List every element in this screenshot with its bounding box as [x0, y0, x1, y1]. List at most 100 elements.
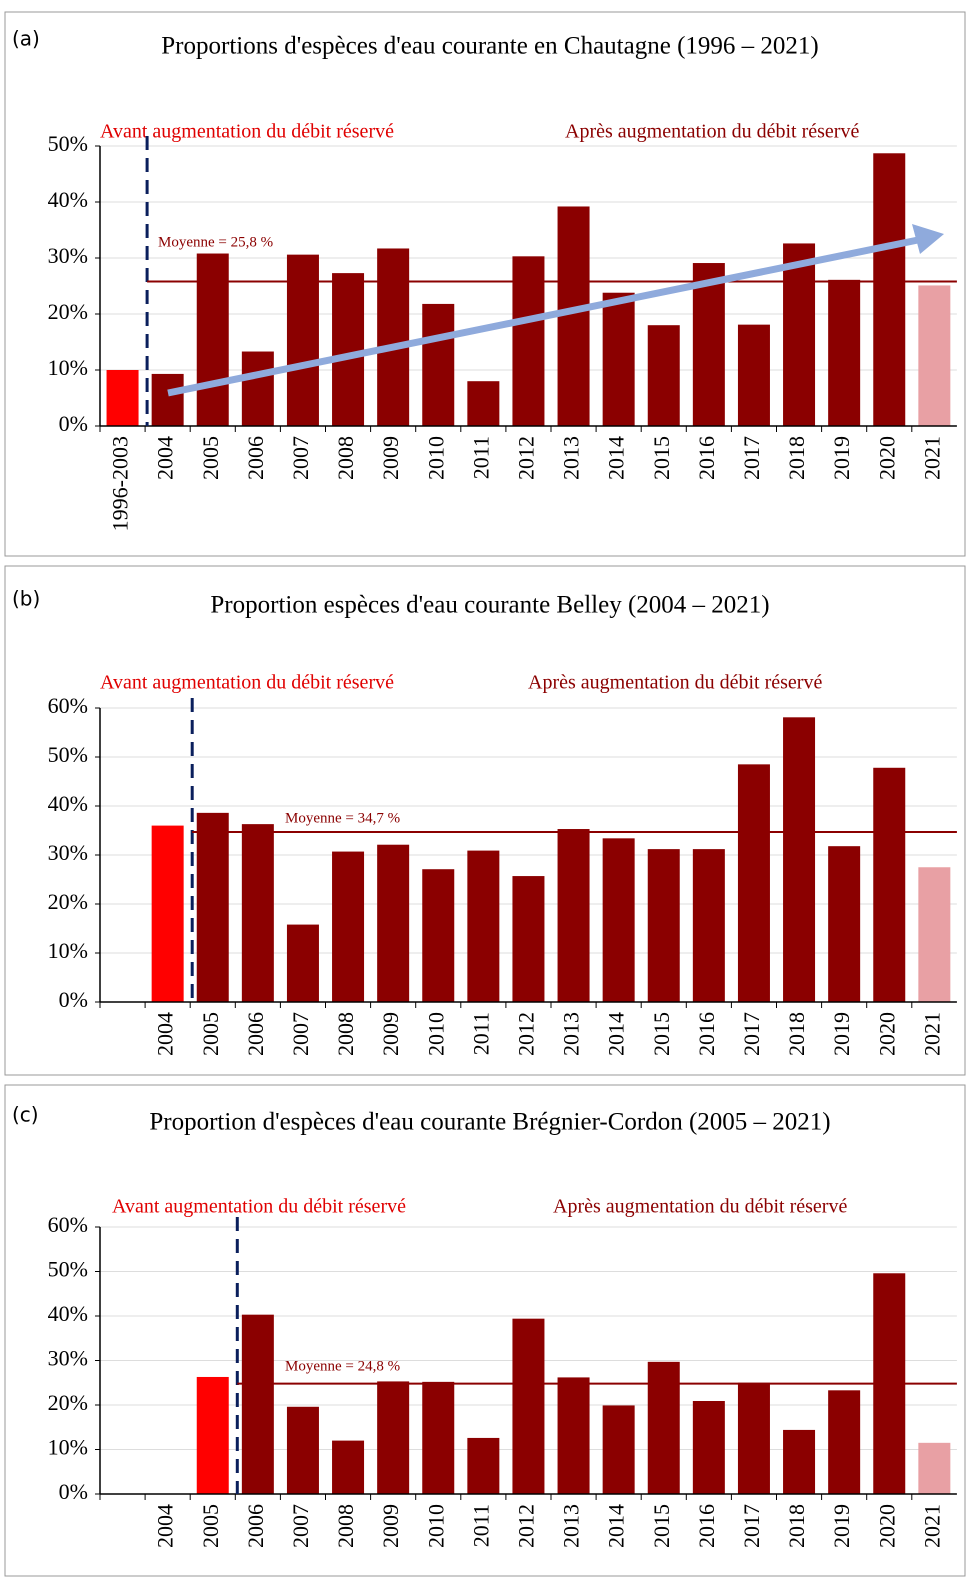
y-tick-label: 50%	[48, 1257, 88, 1282]
bar	[557, 206, 590, 426]
bar	[602, 1405, 635, 1494]
x-tick-label: 2011	[468, 1012, 493, 1055]
x-tick-label: 2004	[153, 1504, 178, 1548]
x-tick-label: 2006	[243, 1012, 268, 1056]
bar	[377, 844, 410, 1002]
bar	[332, 851, 365, 1002]
bar	[737, 324, 770, 426]
chart-title: Proportion espèces d'eau courante Belley…	[210, 592, 769, 619]
bar	[692, 263, 725, 426]
x-tick-label: 2021	[919, 436, 944, 480]
x-tick-label: 1996-2003	[108, 436, 133, 531]
x-tick-label: 2004	[153, 1012, 178, 1056]
x-tick-label: 2018	[784, 1012, 809, 1056]
bar	[512, 256, 545, 426]
y-tick-label: 20%	[48, 299, 88, 324]
bar	[241, 1314, 274, 1494]
mean-label: Moyenne = 25,8 %	[158, 234, 273, 250]
y-tick-label: 30%	[48, 243, 88, 268]
x-tick-label: 2013	[559, 1504, 584, 1548]
x-tick-label: 2008	[333, 436, 358, 480]
panel-label: (c)	[12, 1103, 39, 1127]
x-tick-label: 2006	[243, 1504, 268, 1548]
bar	[332, 273, 365, 426]
mean-label: Moyenne = 34,7 %	[285, 810, 400, 826]
y-tick-label: 10%	[48, 355, 88, 380]
bar	[241, 351, 274, 426]
y-tick-label: 20%	[48, 1390, 88, 1415]
bar	[332, 1440, 365, 1494]
y-tick-label: 60%	[48, 693, 88, 718]
x-tick-label: 2018	[784, 436, 809, 480]
x-tick-label: 2009	[378, 436, 403, 480]
x-tick-label: 2004	[153, 436, 178, 480]
x-tick-label: 2005	[198, 1504, 223, 1548]
bar	[241, 824, 274, 1002]
bar	[783, 717, 816, 1002]
y-tick-label: 50%	[48, 742, 88, 767]
bar	[512, 1318, 545, 1494]
bar	[918, 285, 951, 426]
panel-frame	[4, 11, 966, 557]
x-tick-label: 2018	[784, 1504, 809, 1548]
bar	[106, 370, 139, 426]
bar	[828, 279, 861, 426]
bar	[422, 303, 455, 426]
annotation: Après augmentation du débit réservé	[528, 672, 822, 694]
x-tick-label: 2020	[874, 1012, 899, 1056]
x-tick-label: 2010	[423, 1012, 448, 1056]
panel-frame	[4, 565, 966, 1076]
bar	[873, 767, 906, 1002]
annotation: Avant augmentation du débit réservé	[100, 672, 394, 694]
x-tick-label: 2014	[604, 436, 629, 480]
x-tick-label: 2011	[468, 1504, 493, 1547]
bar	[422, 869, 455, 1002]
bar	[873, 153, 906, 426]
x-tick-label: 2010	[423, 1504, 448, 1548]
x-tick-label: 2005	[198, 436, 223, 480]
x-tick-label: 2017	[739, 1504, 764, 1548]
bar	[467, 1437, 500, 1494]
x-tick-label: 2019	[829, 1504, 854, 1548]
x-tick-label: 2017	[739, 436, 764, 480]
bar	[737, 1382, 770, 1494]
y-tick-label: 40%	[48, 1301, 88, 1326]
x-tick-label: 2008	[333, 1504, 358, 1548]
bar	[196, 1376, 229, 1494]
x-tick-label: 2010	[423, 436, 448, 480]
bar	[196, 812, 229, 1002]
bar	[828, 1390, 861, 1494]
x-tick-label: 2008	[333, 1012, 358, 1056]
bar	[647, 1361, 680, 1494]
annotation: Avant augmentation du débit réservé	[100, 121, 394, 143]
x-tick-label: 2007	[288, 436, 313, 480]
trend-arrow	[167, 236, 919, 397]
panel-label: (a)	[12, 27, 40, 51]
bar	[467, 850, 500, 1002]
bar	[512, 876, 545, 1002]
x-tick-label: 2009	[378, 1504, 403, 1548]
x-tick-label: 2011	[468, 436, 493, 479]
bar	[602, 838, 635, 1002]
y-tick-label: 0%	[59, 1479, 88, 1504]
bar	[286, 1406, 319, 1494]
annotation: Après augmentation du débit réservé	[553, 1196, 847, 1218]
x-tick-label: 2005	[198, 1012, 223, 1056]
y-tick-label: 60%	[48, 1212, 88, 1237]
y-tick-label: 10%	[48, 1435, 88, 1460]
y-tick-label: 50%	[48, 131, 88, 156]
x-tick-label: 2009	[378, 1012, 403, 1056]
x-tick-label: 2012	[513, 1012, 538, 1056]
x-tick-label: 2017	[739, 1012, 764, 1056]
y-tick-label: 0%	[59, 411, 88, 436]
x-tick-label: 2021	[919, 1012, 944, 1056]
x-tick-label: 2016	[694, 1012, 719, 1056]
bar	[647, 849, 680, 1002]
x-tick-label: 2020	[874, 1504, 899, 1548]
bar	[151, 373, 184, 426]
y-tick-label: 10%	[48, 938, 88, 963]
bar	[196, 253, 229, 426]
bar	[737, 764, 770, 1002]
bar	[647, 325, 680, 426]
